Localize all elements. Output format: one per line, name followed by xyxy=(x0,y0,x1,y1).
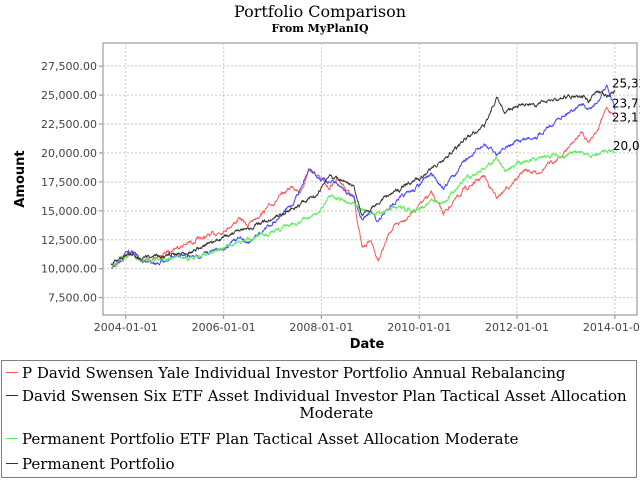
legend-label: Permanent Portfolio ETF Plan Tactical As… xyxy=(22,430,519,448)
legend-swatch-permanent xyxy=(6,463,18,464)
plot-area xyxy=(102,42,638,316)
legend-item-yale: P David Swensen Yale Individual Investor… xyxy=(6,365,566,382)
x-tick-label: 2012-01-01 xyxy=(485,321,549,334)
x-tick-label: 2014-01-01 xyxy=(583,321,640,334)
legend-label-continued: Moderate xyxy=(299,404,374,422)
legend-swatch-six-etf xyxy=(6,395,18,396)
y-tick-label: 12,500.00 xyxy=(41,234,97,247)
legend-label: P David Swensen Yale Individual Investor… xyxy=(22,364,566,382)
chart-title: Portfolio Comparison xyxy=(233,2,407,21)
series-layer xyxy=(110,84,616,269)
series-line xyxy=(110,148,616,269)
y-tick-label: 22,500.00 xyxy=(41,118,97,131)
chart-subtitle: From MyPlanIQ xyxy=(271,22,369,35)
end-labels: 23,17123,736 20,084 25,321 xyxy=(612,76,640,153)
y-tick-label: 20,000.00 xyxy=(41,147,97,160)
y-tick-label: 25,000.00 xyxy=(41,89,97,102)
series-line xyxy=(110,106,616,269)
legend-item-six-etf: David Swensen Six ETF Asset Individual I… xyxy=(6,388,627,422)
y-tick-label: 15,000.00 xyxy=(41,205,97,218)
y-axis-label: Amount xyxy=(13,150,28,207)
end-value-label: 25,321 xyxy=(612,76,640,90)
series-line xyxy=(110,90,616,266)
legend: P David Swensen Yale Individual Investor… xyxy=(1,360,637,478)
y-tick-label: 7,500.00 xyxy=(48,292,97,305)
line-chart: 7,500.00 10,000.00 12,500.00 15,000.00 17,50… xyxy=(13,42,640,352)
end-value-label: 20,084 xyxy=(613,139,640,153)
legend-item-permanent: Permanent Portfolio xyxy=(6,456,175,473)
y-tick-label: 10,000.00 xyxy=(41,263,97,276)
x-axis-label: Date xyxy=(350,337,385,352)
x-tick-label: 2006-01-01 xyxy=(192,321,256,334)
axes: 7,500.00 10,000.00 12,500.00 15,000.00 17,50… xyxy=(41,60,640,334)
x-tick-label: 2008-01-01 xyxy=(289,321,353,334)
y-tick-label: 17,500.00 xyxy=(41,176,97,189)
end-value-label: 23,171 xyxy=(612,110,640,124)
legend-swatch-yale xyxy=(6,372,18,373)
legend-label: Permanent Portfolio xyxy=(22,455,175,473)
legend-item-permanent-etf: Permanent Portfolio ETF Plan Tactical As… xyxy=(6,431,519,448)
end-value-label: 23,736 xyxy=(612,97,640,111)
legend-swatch-permanent-etf xyxy=(6,438,18,439)
legend-label: David Swensen Six ETF Asset Individual I… xyxy=(22,387,627,405)
y-tick-label: 27,500.00 xyxy=(41,60,97,73)
x-tick-label: 2010-01-01 xyxy=(387,321,451,334)
x-tick-label: 2004-01-01 xyxy=(94,321,158,334)
